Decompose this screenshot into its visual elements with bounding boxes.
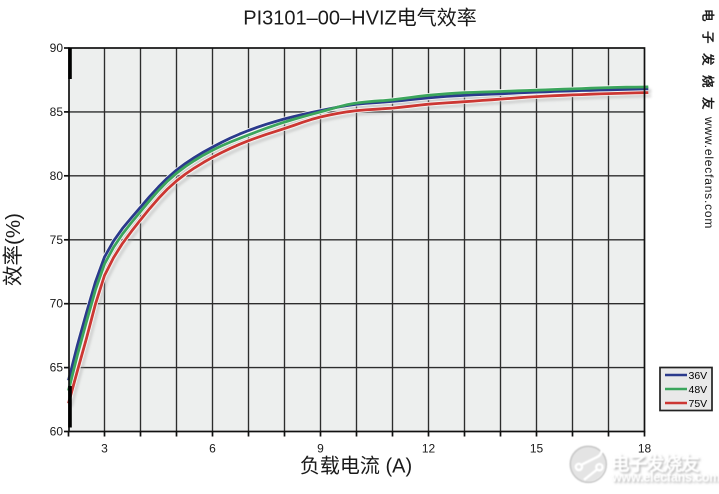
svg-text:48V: 48V [689,384,708,396]
svg-text:65: 65 [50,361,64,375]
svg-text:www.elecfans.com: www.elecfans.com [702,116,716,229]
svg-text:电子发烧友: 电子发烧友 [611,454,700,475]
svg-text:60: 60 [50,425,64,439]
svg-text:效率(%): 效率(%) [2,213,25,286]
svg-text:80: 80 [50,169,64,183]
svg-text:负载电流 (A): 负载电流 (A) [300,455,412,478]
svg-text:15: 15 [530,442,544,456]
svg-text:www.elecfans.com: www.elecfans.com [613,472,719,486]
svg-text:18: 18 [638,442,652,456]
svg-text:PI3101–00–HVIZ电气效率: PI3101–00–HVIZ电气效率 [243,7,476,30]
svg-text:电子发烧友: 电子发烧友 [613,455,702,476]
svg-text:36V: 36V [689,370,708,382]
svg-text:70: 70 [50,297,64,311]
svg-text:电子发烧友: 电子发烧友 [701,9,716,119]
svg-text:85: 85 [50,105,64,119]
svg-text:12: 12 [422,442,436,456]
svg-text:9: 9 [317,442,324,456]
svg-text:75V: 75V [689,398,708,410]
svg-text:3: 3 [101,442,108,456]
svg-text:90: 90 [50,41,64,55]
svg-text:www.elecfans.com: www.elecfans.com [611,471,719,485]
svg-text:6: 6 [209,442,216,456]
svg-text:75: 75 [50,233,64,247]
